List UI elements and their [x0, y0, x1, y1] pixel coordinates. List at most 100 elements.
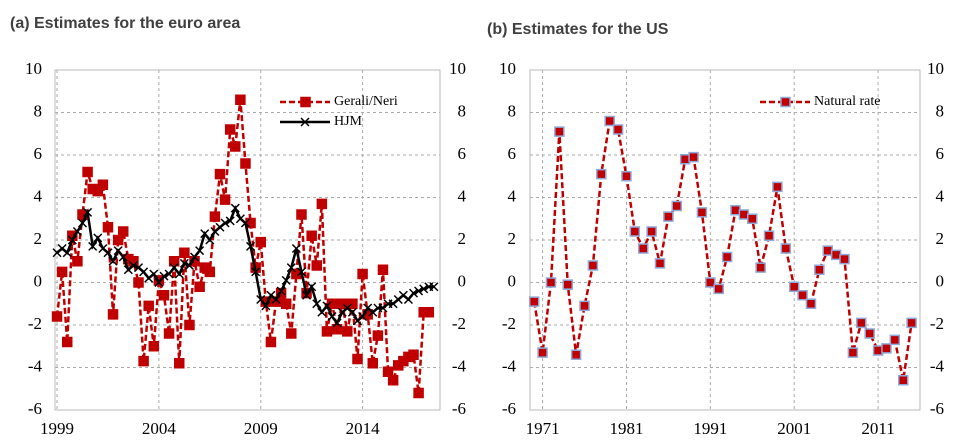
- marker: [306, 230, 317, 241]
- marker: [205, 235, 215, 245]
- marker: [56, 266, 68, 278]
- y2-tick-label: -6: [452, 399, 466, 418]
- marker: [847, 347, 859, 358]
- marker: [316, 198, 328, 210]
- marker: [322, 301, 332, 311]
- marker: [321, 326, 333, 337]
- marker: [408, 349, 419, 360]
- marker: [286, 263, 296, 273]
- marker: [382, 366, 394, 377]
- marker: [112, 234, 124, 246]
- y-tick-label: -4: [28, 356, 43, 375]
- marker: [413, 387, 424, 399]
- marker: [113, 246, 123, 256]
- y-tick-label: 8: [34, 101, 43, 120]
- marker: [372, 330, 384, 341]
- marker: [102, 222, 114, 233]
- marker: [133, 277, 144, 288]
- marker: [235, 94, 246, 105]
- y-tick-label: 0: [34, 271, 43, 290]
- y-tick-label: -6: [28, 399, 42, 418]
- x-tick-label: 2004: [142, 419, 177, 438]
- marker: [419, 284, 429, 294]
- marker: [897, 375, 909, 386]
- marker: [528, 296, 540, 307]
- y2-tick-label: 8: [458, 101, 467, 120]
- marker: [347, 307, 357, 317]
- marker: [118, 252, 128, 262]
- marker: [219, 194, 231, 205]
- marker: [352, 353, 363, 365]
- y2-tick-label: 2: [936, 229, 945, 248]
- marker: [93, 233, 103, 243]
- marker: [570, 349, 582, 360]
- y2-tick-label: 6: [458, 144, 467, 163]
- marker: [317, 307, 327, 317]
- marker: [705, 277, 716, 288]
- marker: [214, 168, 226, 180]
- y-tick-label: 6: [508, 144, 517, 163]
- legend-entry: Natural rate: [760, 94, 880, 109]
- marker: [107, 309, 119, 320]
- y2-tick-label: -4: [930, 356, 945, 375]
- marker: [336, 298, 348, 309]
- marker: [663, 211, 674, 222]
- marker: [240, 218, 250, 228]
- marker: [788, 281, 800, 292]
- marker: [230, 203, 240, 213]
- marker: [158, 290, 170, 301]
- marker: [763, 230, 775, 241]
- marker: [537, 347, 548, 358]
- marker: [143, 300, 154, 312]
- marker: [117, 226, 129, 237]
- marker: [174, 358, 185, 369]
- x-tick-label: 2014: [346, 419, 381, 438]
- y2-tick-label: 10: [449, 59, 466, 78]
- chart-title: (a) Estimates for the euro area: [10, 15, 240, 32]
- marker: [77, 218, 88, 228]
- line: [532, 118, 913, 381]
- marker: [149, 269, 159, 279]
- marker: [387, 375, 399, 386]
- marker: [108, 256, 118, 266]
- y2-tick-label: 4: [936, 186, 945, 205]
- marker: [755, 262, 766, 273]
- marker: [169, 263, 179, 273]
- marker: [696, 207, 708, 218]
- marker: [780, 243, 792, 254]
- marker: [747, 213, 758, 224]
- marker: [713, 283, 724, 295]
- marker: [562, 279, 573, 290]
- y2-tick-label: 4: [458, 186, 467, 205]
- marker: [587, 260, 599, 271]
- marker: [163, 328, 175, 339]
- legend-entry: Gerali/Neri: [280, 94, 398, 109]
- marker: [312, 299, 322, 309]
- legend-label: HJM: [334, 114, 363, 129]
- marker: [246, 241, 256, 251]
- marker: [194, 281, 205, 292]
- y2-tick-label: -4: [452, 356, 467, 375]
- marker: [184, 319, 195, 331]
- y2-tick-label: -2: [452, 314, 466, 333]
- marker: [579, 300, 590, 312]
- marker: [174, 269, 184, 279]
- marker: [856, 317, 867, 329]
- x-tick-label: 1999: [40, 419, 74, 438]
- series: [51, 94, 435, 399]
- marker: [772, 181, 783, 193]
- y-tick-label: 2: [34, 229, 43, 248]
- marker: [326, 298, 338, 309]
- marker: [139, 267, 149, 277]
- marker: [646, 226, 657, 237]
- marker: [906, 317, 917, 329]
- marker: [67, 235, 77, 245]
- x-tick-label: 2011: [861, 419, 894, 438]
- marker: [225, 216, 235, 226]
- y2-tick-label: 0: [936, 271, 945, 290]
- marker: [200, 229, 210, 239]
- marker: [286, 328, 297, 339]
- y-tick-label: 8: [508, 101, 517, 120]
- marker: [814, 264, 825, 275]
- y-tick-label: 4: [508, 186, 517, 205]
